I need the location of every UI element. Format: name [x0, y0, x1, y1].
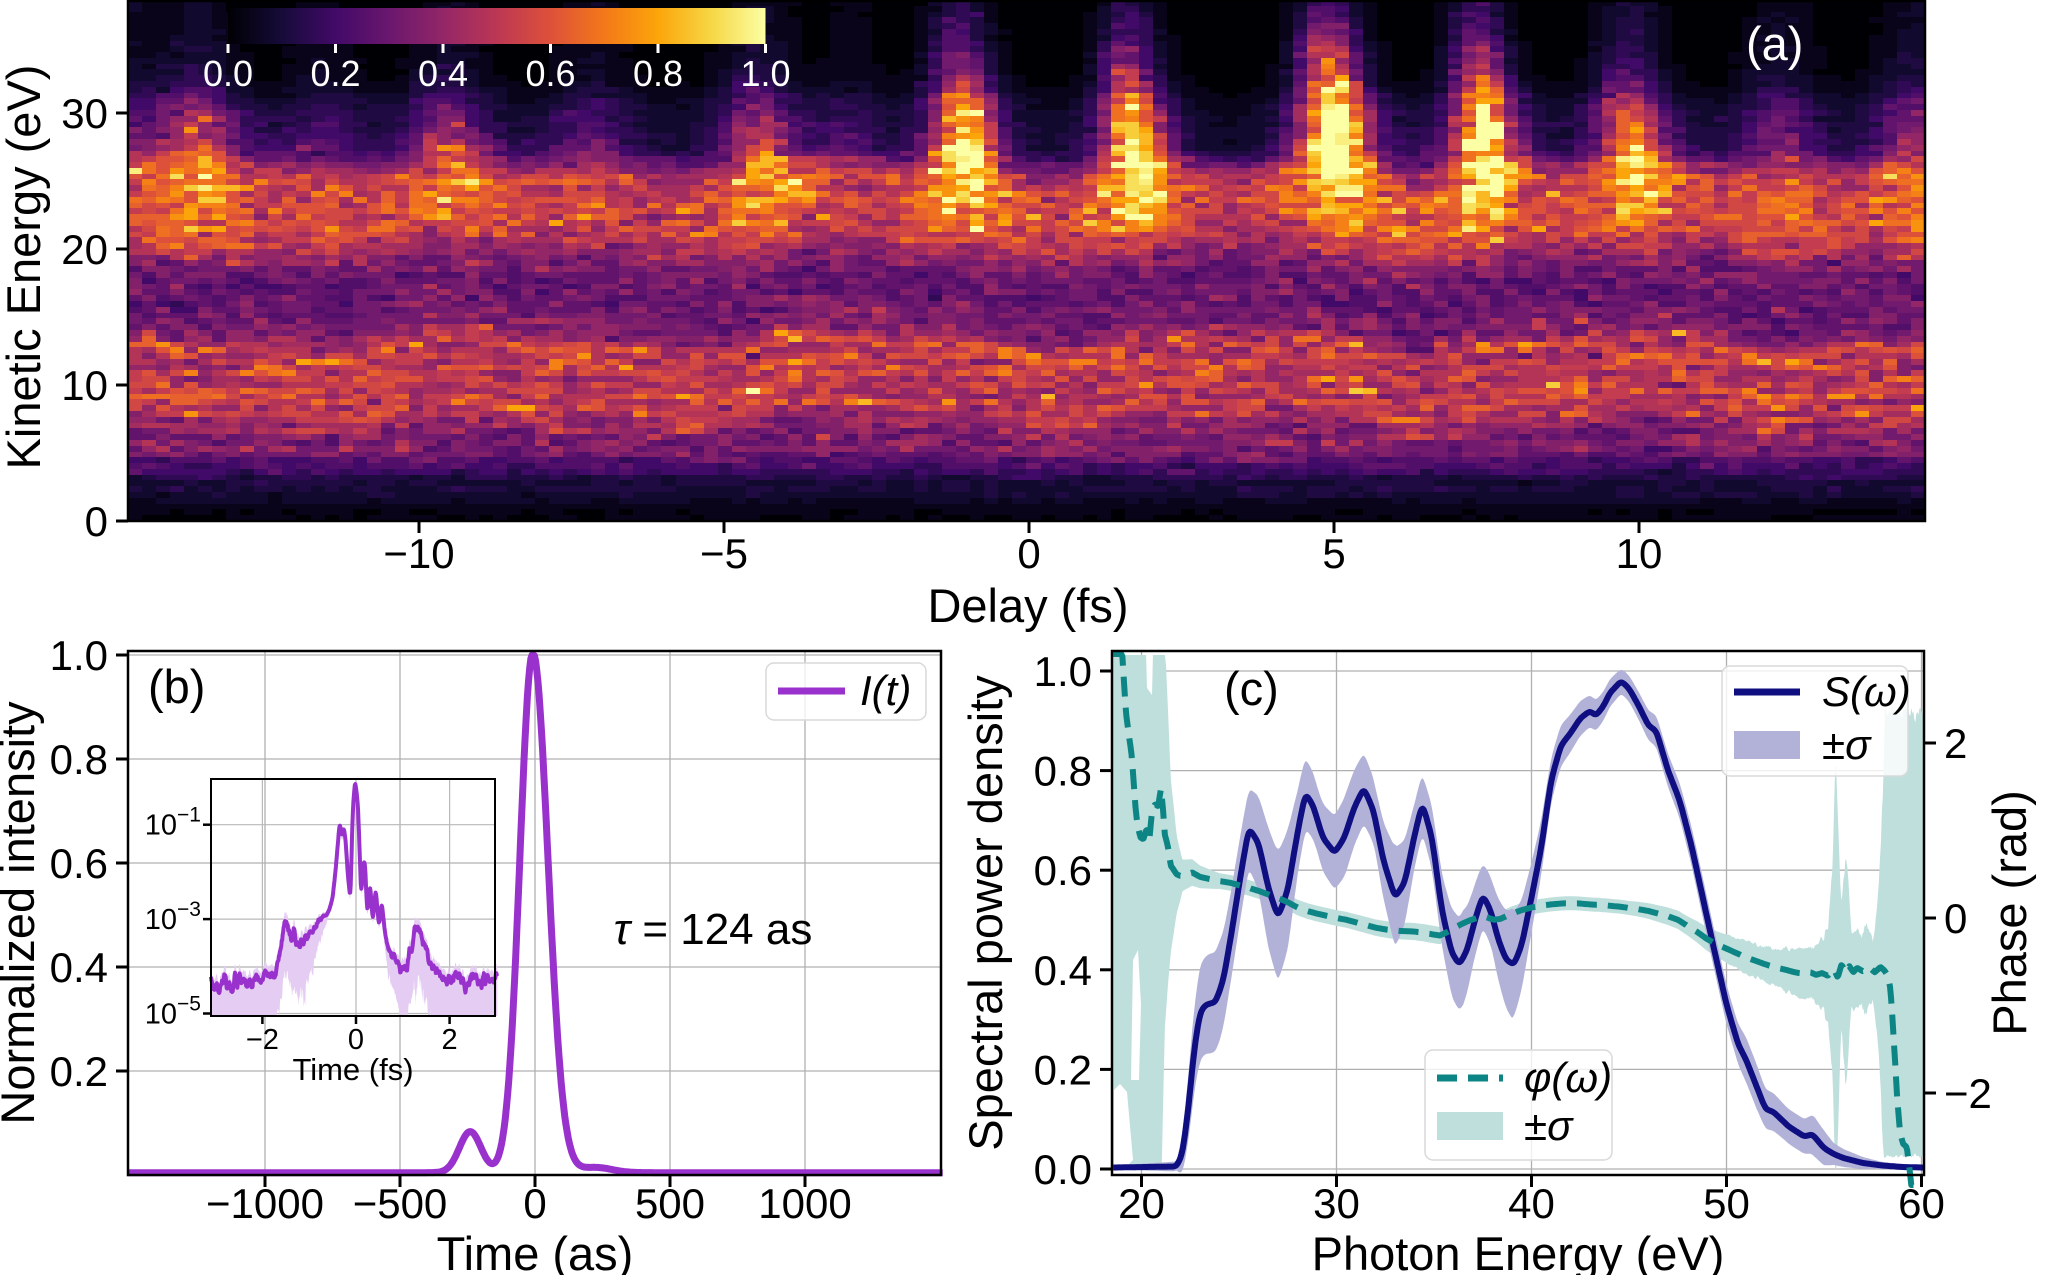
svg-text:1.0: 1.0	[740, 53, 790, 94]
svg-text:500: 500	[635, 1180, 705, 1227]
svg-text:−2: −2	[246, 1024, 279, 1056]
svg-text:Time (as): Time (as)	[437, 1227, 634, 1275]
svg-text:0.6: 0.6	[525, 53, 575, 94]
svg-text:Normalized intensity: Normalized intensity	[0, 701, 44, 1125]
svg-text:0: 0	[1944, 895, 1967, 942]
svg-text:1000: 1000	[758, 1180, 851, 1227]
svg-text:τ = 124 as: τ = 124 as	[614, 905, 813, 954]
svg-text:60: 60	[1898, 1180, 1945, 1227]
svg-text:20: 20	[61, 226, 108, 273]
svg-text:30: 30	[61, 90, 108, 137]
svg-text:(b): (b)	[148, 660, 205, 713]
svg-text:0: 0	[523, 1180, 546, 1227]
svg-text:0.6: 0.6	[50, 840, 108, 887]
svg-text:0: 0	[1017, 530, 1040, 577]
svg-text:0.4: 0.4	[418, 53, 468, 94]
svg-text:0.6: 0.6	[1034, 847, 1092, 894]
svg-text:(a): (a)	[1746, 17, 1803, 70]
svg-text:Photon Energy (eV): Photon Energy (eV)	[1312, 1227, 1725, 1275]
svg-text:φ(ω): φ(ω)	[1524, 1054, 1612, 1101]
svg-text:Phase (rad): Phase (rad)	[1983, 790, 2036, 1036]
svg-text:S(ω): S(ω)	[1822, 668, 1911, 715]
svg-text:−10: −10	[383, 530, 454, 577]
svg-text:−1000: −1000	[206, 1180, 324, 1227]
svg-text:(c): (c)	[1224, 662, 1279, 715]
svg-text:0.8: 0.8	[633, 53, 683, 94]
svg-text:0: 0	[348, 1024, 364, 1056]
svg-text:0.4: 0.4	[50, 944, 108, 991]
svg-text:0.2: 0.2	[50, 1048, 108, 1095]
svg-text:0.8: 0.8	[1034, 748, 1092, 795]
svg-text:−2: −2	[1944, 1070, 1992, 1117]
svg-text:5: 5	[1322, 530, 1345, 577]
svg-text:Delay (fs): Delay (fs)	[927, 579, 1128, 632]
svg-text:0.4: 0.4	[1034, 947, 1092, 994]
svg-text:0.2: 0.2	[310, 53, 360, 94]
svg-text:2: 2	[1944, 720, 1967, 767]
svg-text:±σ: ±σ	[1524, 1102, 1574, 1149]
svg-text:2: 2	[442, 1024, 458, 1056]
svg-text:Spectral power density: Spectral power density	[959, 675, 1012, 1151]
svg-text:0.0: 0.0	[1034, 1146, 1092, 1193]
svg-text:0.2: 0.2	[1034, 1046, 1092, 1093]
svg-text:40: 40	[1508, 1180, 1555, 1227]
svg-text:30: 30	[1313, 1180, 1360, 1227]
svg-text:0.8: 0.8	[50, 736, 108, 783]
svg-text:10: 10	[1616, 530, 1663, 577]
svg-text:1.0: 1.0	[1034, 648, 1092, 695]
svg-text:Time (fs): Time (fs)	[292, 1052, 413, 1087]
svg-text:1.0: 1.0	[50, 632, 108, 679]
svg-text:I(t): I(t)	[860, 667, 911, 714]
svg-text:50: 50	[1703, 1180, 1750, 1227]
svg-text:−5: −5	[700, 530, 748, 577]
svg-text:0.0: 0.0	[203, 53, 253, 94]
svg-text:0: 0	[85, 498, 108, 545]
svg-text:10: 10	[61, 362, 108, 409]
svg-text:−500: −500	[353, 1180, 448, 1227]
svg-text:20: 20	[1118, 1180, 1165, 1227]
svg-text:±σ: ±σ	[1822, 721, 1872, 768]
svg-text:Kinetic Energy (eV): Kinetic Energy (eV)	[0, 65, 50, 470]
